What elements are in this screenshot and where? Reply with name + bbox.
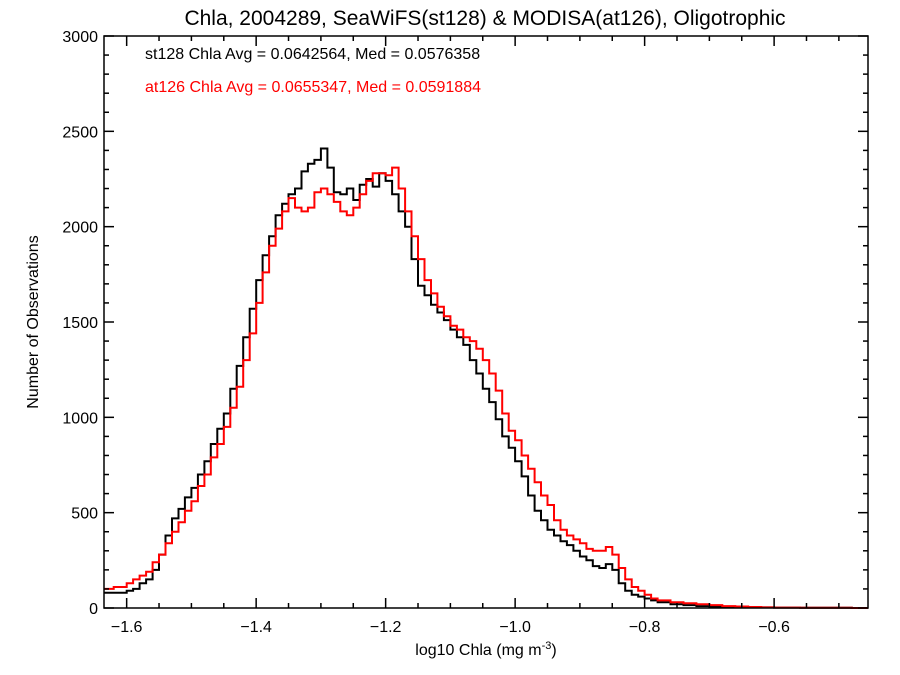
annotation-st128: st128 Chla Avg = 0.0642564, Med = 0.0576… <box>145 46 480 63</box>
plot-frame <box>103 35 869 609</box>
y-tick-label: 1500 <box>62 315 98 332</box>
x-tick-label: −1.6 <box>111 619 143 636</box>
series-layer <box>104 147 868 609</box>
series-line-1 <box>104 166 868 609</box>
y-tick-label: 2000 <box>62 220 98 237</box>
x-axis-label-main: log10 Chla (mg m <box>415 642 541 659</box>
y-tick-label: 3000 <box>62 29 98 46</box>
x-tick-label: −1.2 <box>370 619 402 636</box>
x-tick-label: −1.0 <box>499 619 531 636</box>
y-tick-label: 2500 <box>62 124 98 141</box>
x-tick-label: −1.4 <box>240 619 272 636</box>
x-tick-label: −0.6 <box>758 619 790 636</box>
y-tick-label: 500 <box>71 506 98 523</box>
x-axis-label: log10 Chla (mg m-3) <box>415 640 556 659</box>
x-axis-label-superscript: -3 <box>542 640 552 652</box>
series-line-0 <box>104 147 868 609</box>
x-tick-label: −0.8 <box>629 619 661 636</box>
annotation-at126: at126 Chla Avg = 0.0655347, Med = 0.0591… <box>145 79 481 96</box>
y-tick-label: 0 <box>89 601 98 618</box>
axis-ticks: −1.6 −1.4 −1.2 −1.0 −0.8 −0.6 0 500 1000 1500 2000… <box>62 29 868 636</box>
x-axis-label-end: ) <box>551 642 556 659</box>
y-tick-label: 1000 <box>62 410 98 427</box>
chart-title: Chla, 2004289, SeaWiFS(st128) & MODISA(a… <box>184 7 785 30</box>
y-axis-label: Number of Observations <box>25 235 42 408</box>
